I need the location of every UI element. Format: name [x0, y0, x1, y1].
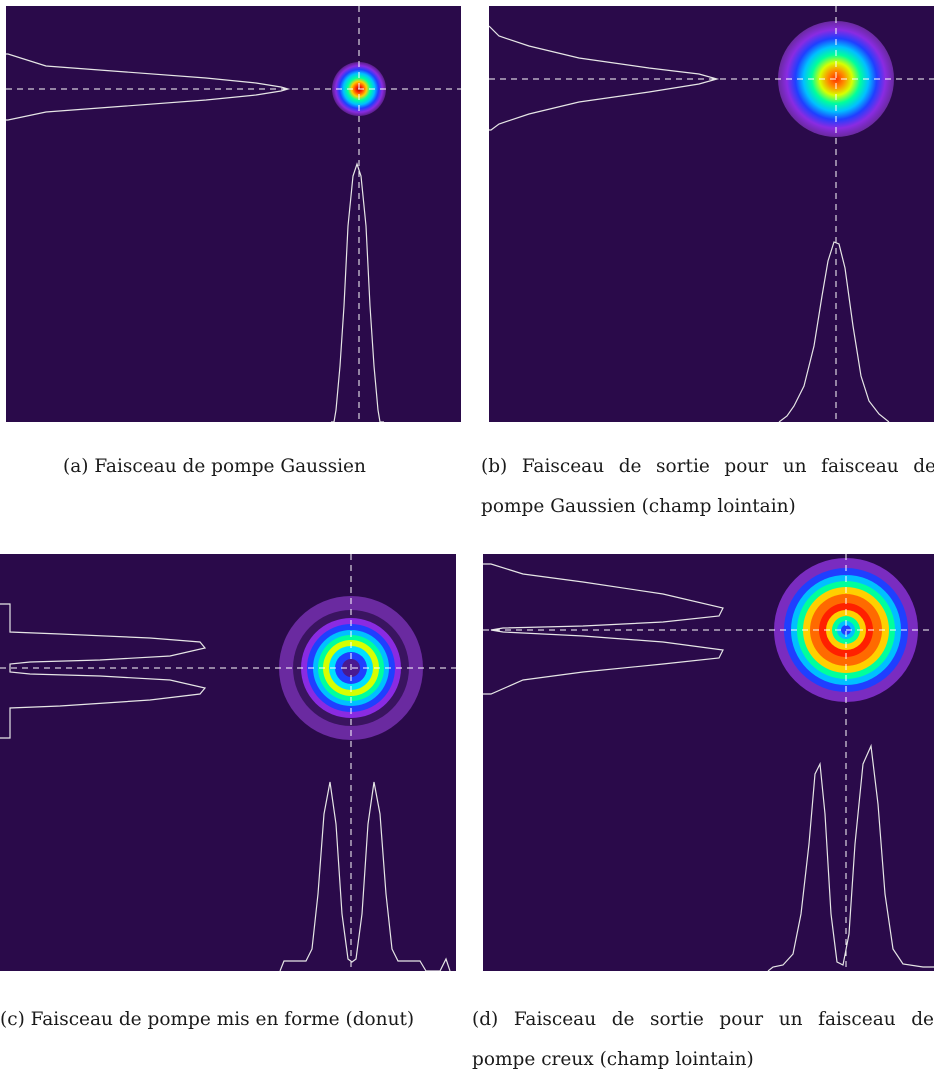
panel-c-horizontal-profile — [279, 781, 451, 971]
panel-b-beam-image — [489, 6, 934, 422]
panel-d-vertical-profile — [483, 563, 724, 695]
caption-d: (d) Faisceau de sortie pour un faisceau … — [472, 1009, 934, 1070]
panel-b-svg — [489, 6, 934, 422]
caption-b: (b) Faisceau de sortie pour un faisceau … — [481, 456, 934, 517]
panel-d-beam-image — [483, 554, 934, 971]
panel-a-svg — [6, 6, 461, 422]
panel-a-beam-image — [6, 6, 461, 422]
panel-d-svg — [483, 554, 934, 971]
panel-d-horizontal-profile — [767, 743, 934, 971]
panel-b-vertical-profile — [489, 25, 720, 131]
caption-a: (a) Faisceau de pompe Gaussien — [63, 456, 366, 477]
panel-a-vertical-profile — [6, 53, 291, 121]
panel-c-beam-image — [0, 554, 456, 971]
panel-a-background — [6, 6, 461, 422]
panel-b-horizontal-profile — [778, 241, 890, 422]
caption-c: (c) Faisceau de pompe mis en forme (donu… — [0, 1009, 415, 1030]
panel-c-svg — [0, 554, 456, 971]
panel-c-vertical-profile — [0, 603, 207, 739]
panel-a-horizontal-profile — [331, 162, 384, 422]
